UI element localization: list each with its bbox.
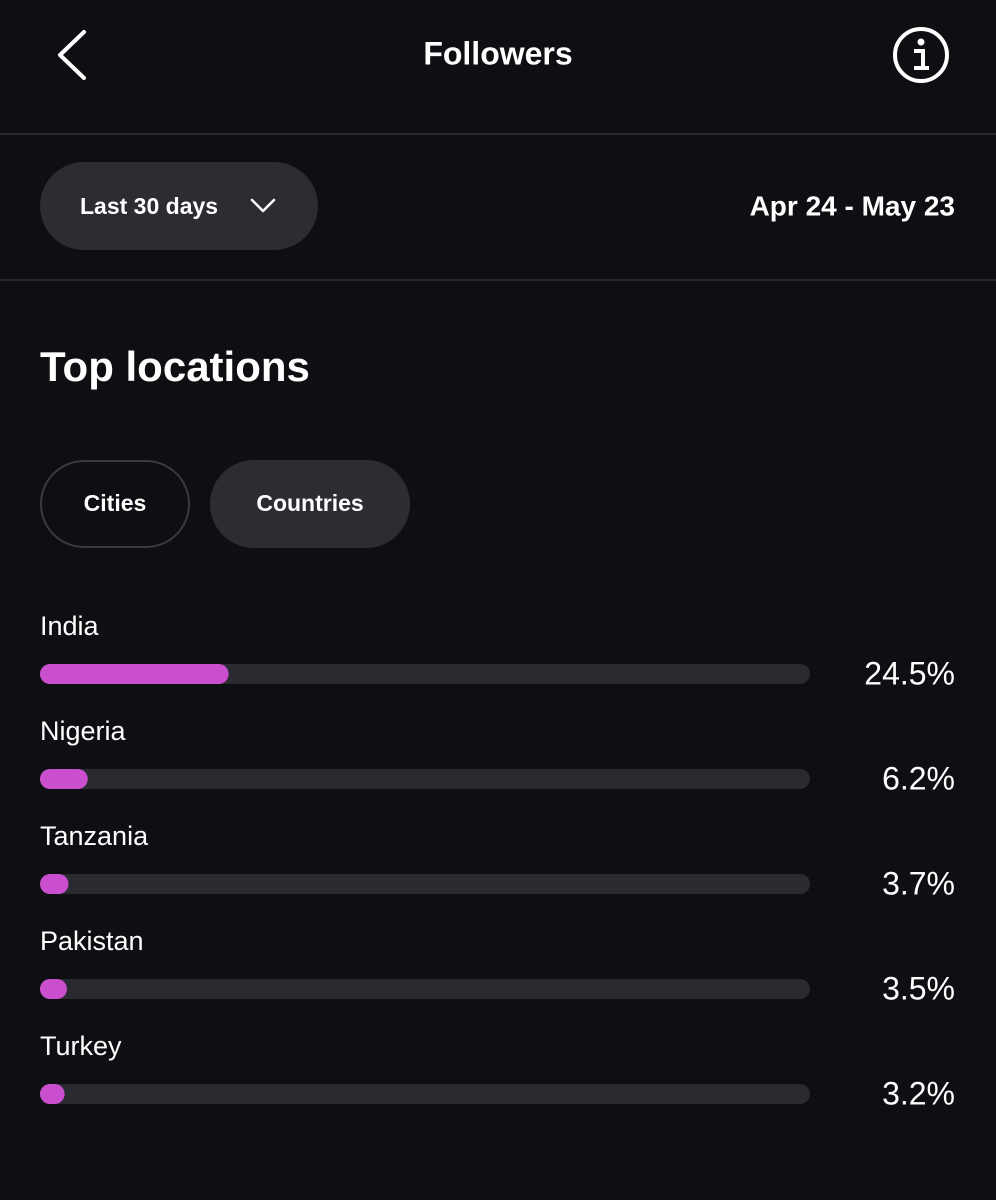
tab-countries[interactable]: Countries <box>210 460 410 548</box>
bar-track <box>40 664 810 684</box>
bar <box>40 874 69 894</box>
value-label: 3.2% <box>882 1075 955 1111</box>
bar <box>40 769 88 789</box>
value-label: 3.7% <box>882 865 955 901</box>
page-title: Followers <box>423 35 572 71</box>
date-range: Apr 24 - May 23 <box>750 190 955 221</box>
location-name: India <box>40 611 100 641</box>
bar-track <box>40 1084 810 1104</box>
tab-label: Countries <box>256 490 363 516</box>
dropdown-label: Last 30 days <box>80 193 218 219</box>
location-name: Nigeria <box>40 716 127 746</box>
bar <box>40 979 67 999</box>
period-dropdown[interactable]: Last 30 days <box>40 162 318 250</box>
bar-track <box>40 979 810 999</box>
bar-track <box>40 874 810 894</box>
section-title: Top locations <box>40 343 310 390</box>
value-label: 6.2% <box>882 760 955 796</box>
dropdown-bg <box>40 162 318 250</box>
tab-cities[interactable]: Cities <box>40 460 190 548</box>
info-stem <box>914 49 929 70</box>
location-name: Pakistan <box>40 926 144 956</box>
info-dot <box>917 38 925 46</box>
tab-bg <box>210 460 410 548</box>
location-name: Tanzania <box>40 821 149 851</box>
dropdown-chevron <box>250 198 276 213</box>
location-list: India 24.5% Nigeria 6.2% Tanzania 3.7% Pakista… <box>40 611 955 1111</box>
location-name: Turkey <box>40 1031 122 1061</box>
bar <box>40 664 229 684</box>
info-button[interactable] <box>893 27 949 83</box>
value-label: 3.5% <box>882 970 955 1006</box>
tab-bg <box>40 460 190 548</box>
info-circle <box>893 27 949 83</box>
value-label: 24.5% <box>864 655 955 691</box>
bar-track <box>40 769 810 789</box>
tab-label: Cities <box>84 490 147 516</box>
bar <box>40 1084 65 1104</box>
back-button[interactable] <box>58 30 86 80</box>
